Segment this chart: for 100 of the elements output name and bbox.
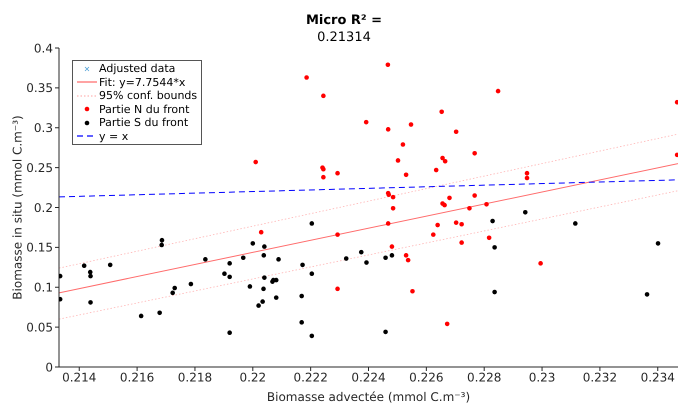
point xyxy=(386,62,390,68)
point xyxy=(262,275,267,280)
x-tick-label: 0.222 xyxy=(293,370,328,385)
point xyxy=(159,242,164,248)
point xyxy=(276,257,281,262)
y-tick-label: 0.15 xyxy=(26,240,53,255)
point xyxy=(88,270,93,274)
point xyxy=(492,245,497,250)
point xyxy=(188,282,194,286)
x-tick-label: 0.228 xyxy=(467,370,502,385)
point xyxy=(253,160,258,164)
point xyxy=(203,257,208,262)
point xyxy=(656,241,660,246)
y-tick-label: 0.4 xyxy=(34,41,53,56)
point xyxy=(400,142,406,147)
chart-title: Micro R² = xyxy=(304,12,384,29)
legend-label: Adjusted data xyxy=(99,62,176,76)
legend-label: Partie S du front xyxy=(99,116,188,130)
point xyxy=(157,310,162,316)
point xyxy=(299,294,304,298)
y-tick-label: 0.35 xyxy=(26,81,53,96)
point xyxy=(404,253,408,258)
legend-label: Fit: y=7.7544*x xyxy=(99,76,186,89)
point xyxy=(486,236,492,240)
point xyxy=(299,320,304,325)
point xyxy=(459,240,464,245)
point xyxy=(490,218,495,224)
point xyxy=(364,260,369,265)
point xyxy=(472,150,477,156)
point xyxy=(434,168,438,172)
y-tick-label: 0 xyxy=(45,360,53,374)
point xyxy=(674,152,678,158)
point xyxy=(240,255,246,260)
point xyxy=(390,206,396,211)
point xyxy=(250,241,256,246)
point xyxy=(467,206,472,211)
point xyxy=(310,221,314,226)
point xyxy=(444,322,450,326)
point xyxy=(227,261,232,266)
point xyxy=(383,330,388,334)
point xyxy=(390,253,394,258)
point xyxy=(484,202,489,207)
y-tick-label: 0.05 xyxy=(26,320,53,334)
x-tick-label: 0.22 xyxy=(239,370,266,385)
point xyxy=(321,174,326,180)
point xyxy=(538,261,543,266)
point xyxy=(454,220,458,225)
point xyxy=(335,170,340,176)
point xyxy=(383,255,388,260)
point xyxy=(472,193,477,198)
point xyxy=(439,110,444,114)
point xyxy=(390,194,396,200)
point xyxy=(258,230,264,235)
chart-subtitle: 0.21314 xyxy=(317,30,371,45)
point xyxy=(304,75,309,80)
point xyxy=(440,156,445,160)
point xyxy=(138,314,144,318)
point xyxy=(170,290,175,296)
x-tick-label: 0.232 xyxy=(582,370,618,385)
point xyxy=(459,222,464,227)
point xyxy=(454,129,458,134)
point xyxy=(310,334,314,338)
point xyxy=(404,172,408,178)
legend-label: y = x xyxy=(99,130,128,143)
y-tick-label: 0.3 xyxy=(34,121,53,136)
point xyxy=(321,94,326,98)
point xyxy=(227,274,232,280)
point xyxy=(261,253,266,258)
y-tick-label: 0.1 xyxy=(34,280,53,295)
x-tick-label: 0.224 xyxy=(351,370,386,385)
point xyxy=(160,238,164,242)
point xyxy=(260,299,265,304)
point xyxy=(524,170,530,176)
point xyxy=(524,176,530,180)
y-tick-label: 0.25 xyxy=(26,160,53,175)
point xyxy=(82,263,86,268)
point xyxy=(227,330,232,336)
point xyxy=(573,221,578,226)
point xyxy=(435,222,440,228)
point xyxy=(310,271,314,276)
point xyxy=(88,274,93,278)
point xyxy=(256,303,261,308)
legend-label: Partie N du front xyxy=(99,102,190,116)
point xyxy=(172,286,177,290)
point xyxy=(59,274,62,278)
point xyxy=(364,120,368,124)
x-tick-label: 0.23 xyxy=(528,370,556,385)
x-axis-title: Biomasse advectée (mmol C.m⁻³) xyxy=(266,390,470,403)
legend-label: 95% conf. bounds xyxy=(99,89,198,102)
point xyxy=(492,290,497,294)
point xyxy=(262,244,267,249)
point xyxy=(442,158,448,164)
point xyxy=(386,221,390,226)
point xyxy=(274,295,279,300)
point xyxy=(410,288,415,294)
x-tick-label: 0.226 xyxy=(409,370,444,385)
point xyxy=(386,127,390,132)
point xyxy=(222,271,227,276)
point xyxy=(335,286,340,292)
point xyxy=(108,262,112,268)
